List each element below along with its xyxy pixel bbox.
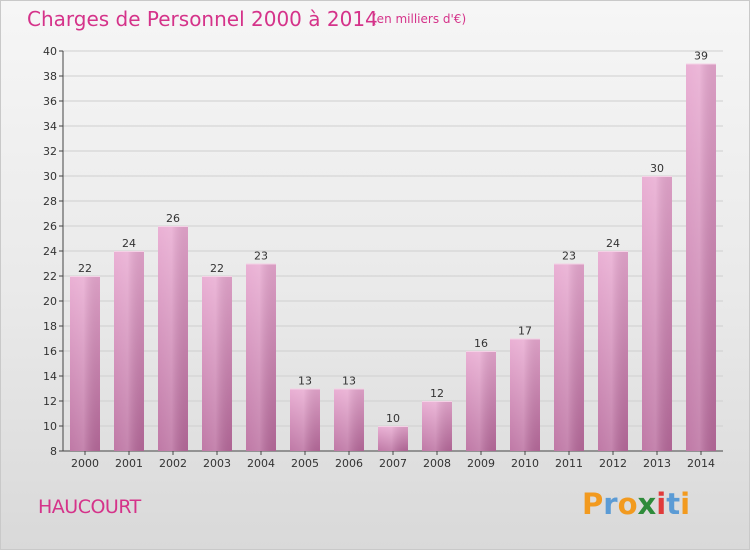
y-tick-label: 38 <box>43 70 57 83</box>
bar-shade-2004 <box>246 263 276 451</box>
y-tick-label: 10 <box>43 420 57 433</box>
value-label: 22 <box>210 262 224 275</box>
x-tick-label: 2002 <box>159 457 187 470</box>
y-tick-label: 26 <box>43 220 57 233</box>
x-tick-label: 2012 <box>599 457 627 470</box>
value-label: 10 <box>386 412 400 425</box>
value-label: 22 <box>78 262 92 275</box>
bar-shade-2013 <box>642 176 672 451</box>
bar-shade-2001 <box>114 251 144 451</box>
bar-shade-2010 <box>510 338 540 451</box>
value-label: 13 <box>342 375 356 388</box>
y-tick-label: 16 <box>43 345 57 358</box>
value-label: 13 <box>298 375 312 388</box>
x-tick-label: 2006 <box>335 457 363 470</box>
bar-shade-2003 <box>202 276 232 451</box>
y-tick-label: 18 <box>43 320 57 333</box>
value-label: 24 <box>606 237 620 250</box>
y-tick-label: 36 <box>43 95 57 108</box>
y-tick-label: 8 <box>50 445 57 458</box>
y-tick-label: 12 <box>43 395 57 408</box>
value-label: 30 <box>650 162 664 175</box>
x-tick-label: 2004 <box>247 457 275 470</box>
bar-shade-2006 <box>334 388 364 451</box>
bar-shade-2009 <box>466 351 496 451</box>
value-label: 24 <box>122 237 136 250</box>
x-tick-label: 2013 <box>643 457 671 470</box>
y-tick-label: 34 <box>43 120 57 133</box>
x-tick-label: 2005 <box>291 457 319 470</box>
y-tick-label: 22 <box>43 270 57 283</box>
bar-shade-2002 <box>158 226 188 451</box>
bar-shade-2005 <box>290 388 320 451</box>
logo-letter: o <box>617 487 638 521</box>
y-tick-label: 14 <box>43 370 57 383</box>
y-tick-label: 30 <box>43 170 57 183</box>
y-tick-label: 32 <box>43 145 57 158</box>
logo-letter: P <box>582 487 604 521</box>
value-label: 16 <box>474 337 488 350</box>
x-tick-label: 2014 <box>687 457 715 470</box>
logo-letter: t <box>666 487 681 521</box>
y-tick-label: 20 <box>43 295 57 308</box>
value-label: 39 <box>694 50 708 63</box>
chart-subtitle: (en milliers d'€) <box>372 12 467 26</box>
x-tick-label: 2010 <box>511 457 539 470</box>
commune-name: HAUCOURT <box>38 496 141 518</box>
bars <box>70 63 716 451</box>
logo-letter: i <box>656 487 667 521</box>
logo-letter: r <box>603 487 618 521</box>
bar-shade-2011 <box>554 263 584 451</box>
bar-shade-2007 <box>378 426 408 451</box>
bar-shade-2012 <box>598 251 628 451</box>
x-tick-label: 2008 <box>423 457 451 470</box>
value-label: 26 <box>166 212 180 225</box>
bar-shade-2014 <box>686 63 716 451</box>
y-tick-label: 28 <box>43 195 57 208</box>
x-tick-label: 2000 <box>71 457 99 470</box>
value-label: 23 <box>254 250 268 263</box>
value-label: 23 <box>562 250 576 263</box>
logo-letter: x <box>637 487 657 521</box>
proxiti-logo: Proxiti <box>582 487 690 521</box>
bar-shade-2008 <box>422 401 452 451</box>
x-tick-label: 2001 <box>115 457 143 470</box>
y-tick-label: 40 <box>43 45 57 58</box>
bar-shade-2000 <box>70 276 100 451</box>
x-tick-label: 2011 <box>555 457 583 470</box>
labels: 8 10 12 14 16 18 20 22 24 26 28 30 32 34 36 38 40 22 2000 2… <box>43 45 715 470</box>
value-label: 17 <box>518 325 532 338</box>
x-tick-label: 2003 <box>203 457 231 470</box>
chart-title: Charges de Personnel 2000 à 2014 <box>27 7 378 31</box>
x-tick-label: 2009 <box>467 457 495 470</box>
logo-letter: i <box>680 487 691 521</box>
value-label: 12 <box>430 387 444 400</box>
y-tick-label: 24 <box>43 245 57 258</box>
x-tick-label: 2007 <box>379 457 407 470</box>
